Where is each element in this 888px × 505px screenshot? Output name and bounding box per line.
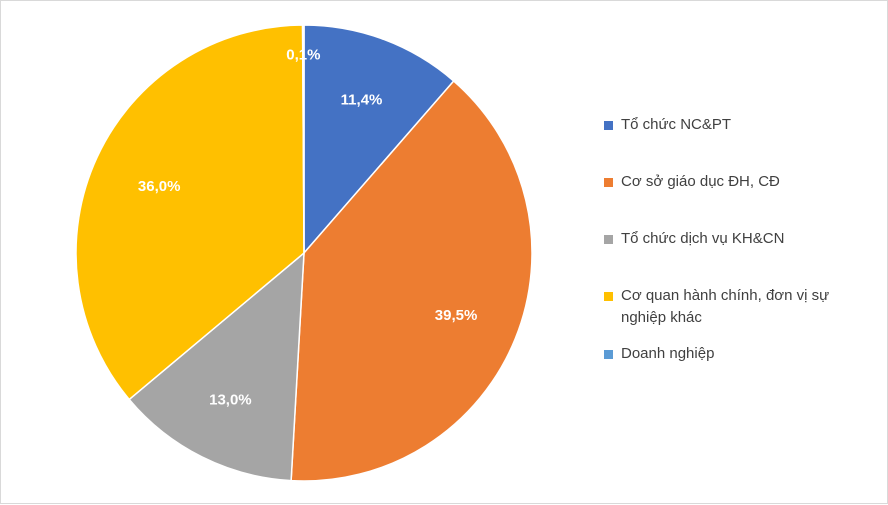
pie-slice-to-chuc-dich-vu-kh-cn xyxy=(128,251,305,482)
legend: Tổ chức NC&PT Cơ sở giáo dục ĐH, CĐ Tổ c… xyxy=(604,114,874,365)
legend-item-co-so-giao-duc: Cơ sở giáo dục ĐH, CĐ xyxy=(604,171,874,193)
pie-slice-to-chuc-nc-pt xyxy=(303,24,455,256)
legend-swatch xyxy=(604,121,613,130)
legend-swatch xyxy=(604,178,613,187)
legend-label: Tổ chức NC&PT xyxy=(621,116,732,133)
legend-item-doanh-nghiep: Doanh nghiệp xyxy=(604,343,874,365)
legend-swatch xyxy=(604,235,613,244)
legend-item-to-chuc-dich-vu: Tổ chức dịch vụ KH&CN xyxy=(604,228,874,250)
legend-item-co-quan-hanh-chinh: Cơ quan hành chính, đơn vị sự nghiệp khá… xyxy=(604,285,874,329)
legend-label: Cơ quan hành chính, đơn vị sự nghiệp khá… xyxy=(621,287,830,326)
pie-slice-co-quan-hanh-chinh-don-vi-su-nghiep-khac xyxy=(75,24,305,401)
legend-label: Cơ sở giáo dục ĐH, CĐ xyxy=(621,173,780,190)
legend-label: Doanh nghiệp xyxy=(621,345,715,362)
data-label-co-so-giao-duc-dh-cd: 39,5% xyxy=(435,307,478,324)
legend-swatch xyxy=(604,292,613,301)
data-label-co-quan-hanh-chinh-don-vi-su-nghiep-khac: 36,0% xyxy=(138,178,181,195)
legend-swatch xyxy=(604,350,613,359)
pie-slice-co-so-giao-duc-dh-cd xyxy=(290,79,533,482)
data-label-to-chuc-dich-vu-kh-cn: 13,0% xyxy=(209,392,252,409)
legend-item-to-chuc-nc-pt: Tổ chức NC&PT xyxy=(604,114,874,136)
pie-slice-doanh-nghiep xyxy=(301,24,305,254)
data-label-to-chuc-nc-pt: 11,4% xyxy=(341,91,383,108)
data-label-doanh-nghiep: 0,1% xyxy=(286,47,320,64)
legend-label: Tổ chức dịch vụ KH&CN xyxy=(621,230,785,247)
